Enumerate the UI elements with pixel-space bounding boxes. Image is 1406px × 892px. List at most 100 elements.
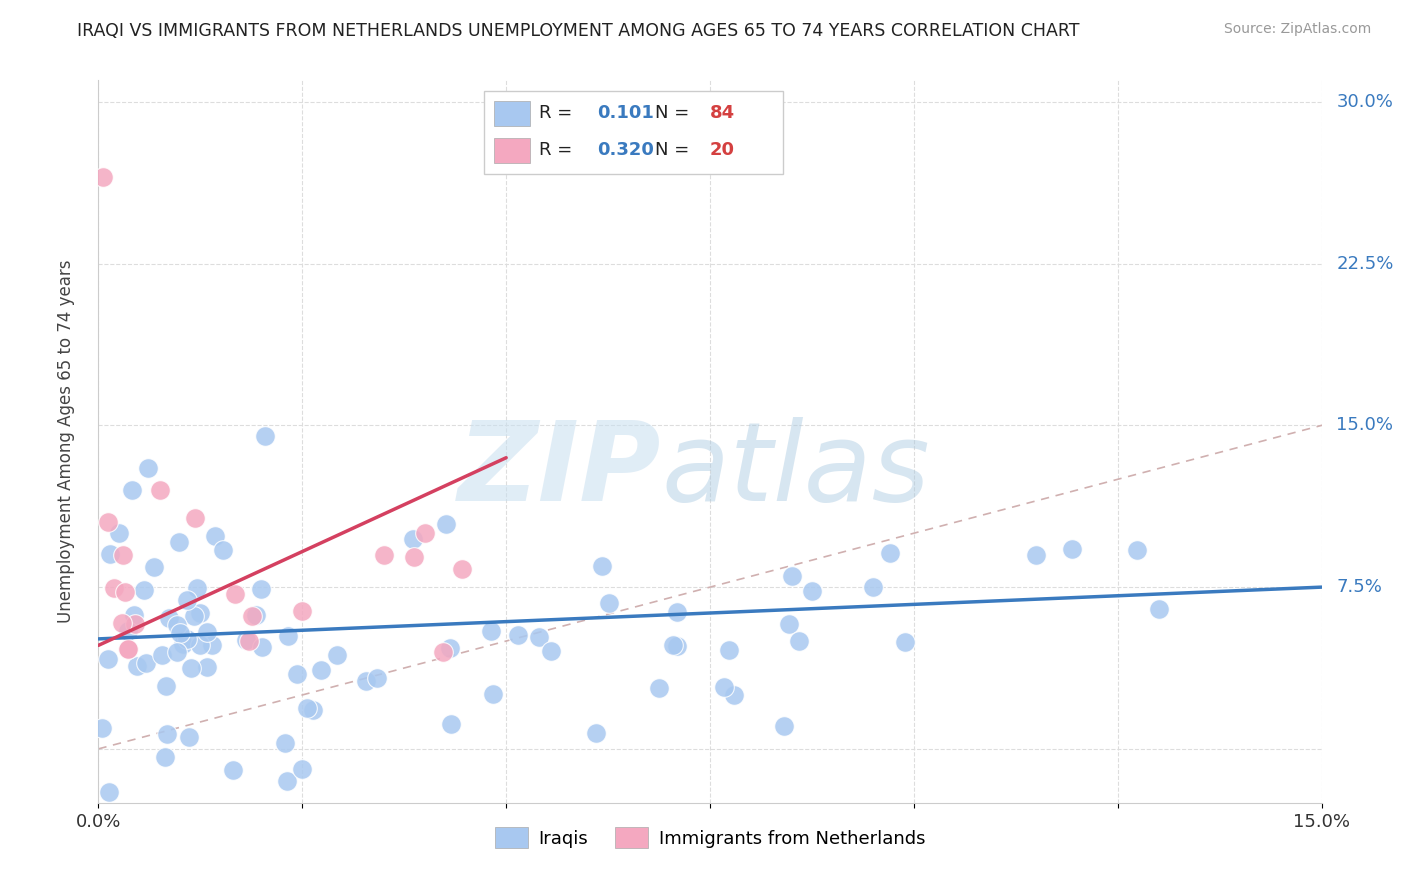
Point <box>195 624 218 639</box>
Point <box>1125 542 1147 557</box>
Point <box>121 483 143 497</box>
Point <box>789 633 811 648</box>
Point <box>184 511 207 525</box>
Point <box>879 546 901 560</box>
Text: 7.5%: 7.5% <box>1336 578 1382 596</box>
FancyBboxPatch shape <box>494 138 530 163</box>
Point <box>142 559 165 574</box>
Point <box>224 587 246 601</box>
Text: atlas: atlas <box>661 417 929 524</box>
Text: 0.101: 0.101 <box>598 103 654 122</box>
Text: IRAQI VS IMMIGRANTS FROM NETHERLANDS UNEMPLOYMENT AMONG AGES 65 TO 74 YEARS CORR: IRAQI VS IMMIGRANTS FROM NETHERLANDS UNE… <box>77 22 1080 40</box>
Point <box>309 664 332 678</box>
Point <box>103 581 125 595</box>
FancyBboxPatch shape <box>494 101 530 126</box>
Point <box>666 606 689 620</box>
Point <box>190 639 212 653</box>
Point <box>1147 601 1170 615</box>
Text: 84: 84 <box>710 103 735 122</box>
Point <box>114 585 136 599</box>
Point <box>276 629 298 643</box>
Text: R =: R = <box>538 103 578 122</box>
Point <box>647 681 669 695</box>
Point <box>91 721 114 735</box>
Point <box>276 774 298 789</box>
Point <box>122 608 145 623</box>
Point <box>527 630 550 644</box>
Text: 30.0%: 30.0% <box>1336 93 1393 111</box>
Point <box>149 483 172 497</box>
Point <box>291 604 314 618</box>
Point <box>177 731 200 745</box>
Point <box>150 648 173 662</box>
Point <box>893 634 915 648</box>
Point <box>97 652 120 666</box>
Point <box>295 700 318 714</box>
Point <box>481 687 503 701</box>
Point <box>723 688 745 702</box>
Point <box>662 639 685 653</box>
Point <box>117 624 139 638</box>
Y-axis label: Unemployment Among Ages 65 to 74 years: Unemployment Among Ages 65 to 74 years <box>56 260 75 624</box>
Point <box>180 661 202 675</box>
Point <box>98 547 121 561</box>
Point <box>713 680 735 694</box>
Point <box>291 762 314 776</box>
Point <box>125 659 148 673</box>
Text: R =: R = <box>538 141 578 160</box>
Point <box>188 606 211 620</box>
Point <box>432 645 454 659</box>
Point <box>585 726 607 740</box>
Point <box>91 170 114 185</box>
Point <box>250 640 273 654</box>
Point <box>117 642 139 657</box>
Point <box>156 727 179 741</box>
Point <box>235 632 257 647</box>
Point <box>439 640 461 655</box>
Point <box>212 543 235 558</box>
Point <box>134 583 156 598</box>
Text: 22.5%: 22.5% <box>1336 254 1393 273</box>
Text: 15.0%: 15.0% <box>1336 417 1393 434</box>
Point <box>862 580 884 594</box>
Point <box>254 429 277 443</box>
Text: N =: N = <box>655 141 695 160</box>
Point <box>166 645 188 659</box>
Point <box>1060 542 1083 557</box>
Point <box>302 703 325 717</box>
Point <box>204 529 226 543</box>
Text: 0.320: 0.320 <box>598 141 654 160</box>
Point <box>172 637 194 651</box>
Point <box>112 548 135 562</box>
Point <box>373 548 395 562</box>
Text: ZIP: ZIP <box>457 417 661 524</box>
Point <box>401 532 423 546</box>
Point <box>285 666 308 681</box>
Point <box>778 617 800 632</box>
Point <box>479 624 502 638</box>
Point <box>800 583 823 598</box>
Point <box>404 550 426 565</box>
Point <box>718 643 741 657</box>
Point <box>183 609 205 624</box>
Point <box>176 593 198 607</box>
Point <box>413 526 436 541</box>
Point <box>155 679 177 693</box>
Point <box>506 628 529 642</box>
Point <box>780 569 803 583</box>
Text: 20: 20 <box>710 141 735 160</box>
Point <box>772 719 794 733</box>
Point <box>249 582 271 596</box>
Point <box>124 616 146 631</box>
Point <box>176 632 198 646</box>
Point <box>591 558 613 573</box>
Point <box>166 617 188 632</box>
Point <box>169 625 191 640</box>
Point <box>598 596 620 610</box>
Point <box>1025 548 1047 562</box>
Point <box>245 607 267 622</box>
Point <box>97 516 120 530</box>
Text: Source: ZipAtlas.com: Source: ZipAtlas.com <box>1223 22 1371 37</box>
Point <box>366 671 388 685</box>
Text: N =: N = <box>655 103 695 122</box>
